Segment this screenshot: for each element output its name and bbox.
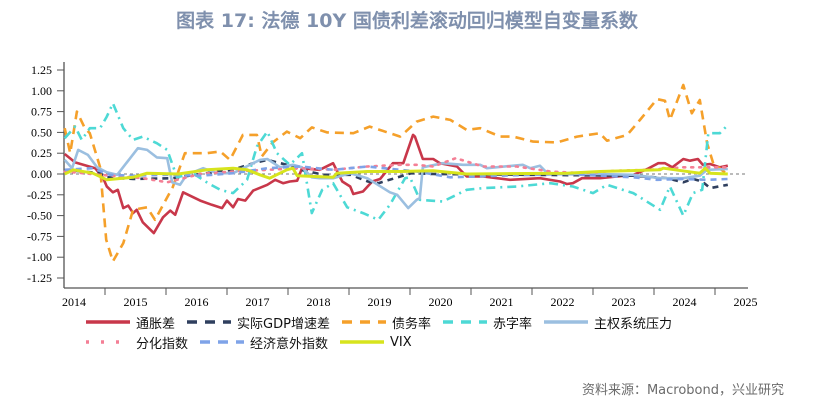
y-tick-label: 1.00 <box>31 84 52 98</box>
series-line-5 <box>63 156 730 184</box>
y-tick-label: -1.25 <box>27 271 52 285</box>
x-tick-label: 2024 <box>673 295 697 309</box>
y-tick-label: 0.75 <box>31 105 52 119</box>
legend-item: 实际GDP增速差 <box>185 312 330 332</box>
y-tick-label: 0.25 <box>31 146 52 160</box>
y-tick-label: -0.25 <box>27 188 52 202</box>
legend: 通胀差 实际GDP增速差 债务率 赤字率 主权系统压力分化指数 经济意外指数 VIX <box>84 312 744 352</box>
legend-item: 债务率 <box>340 312 431 332</box>
x-tick-label: 2020 <box>429 295 453 309</box>
line-chart: 1.25 1.00 0.75 0.50 0.25 0.00 -0.25 -0.50 -0.75 -… <box>27 62 758 309</box>
legend-swatch <box>442 320 487 324</box>
legend-item: 主权系统压力 <box>542 312 672 332</box>
series-line-2 <box>63 83 729 263</box>
legend-swatch <box>86 320 130 324</box>
y-tick-label: 0.00 <box>31 167 52 181</box>
y-tick-label: 0.50 <box>31 125 52 139</box>
legend-label: 主权系统压力 <box>593 316 672 332</box>
legend-label: 经济意外指数 <box>250 336 329 352</box>
legend-item: 经济意外指数 <box>198 332 328 352</box>
legend-item: 通胀差 <box>84 312 175 332</box>
x-tick-label: 2016 <box>185 295 209 309</box>
legend-label: 债务率 <box>391 316 431 332</box>
y-tick-label: -0.50 <box>27 209 52 223</box>
x-tick-label: 2015 <box>124 295 148 309</box>
x-tick-label: 2021 <box>490 295 514 309</box>
series-group <box>63 83 730 263</box>
series-line-0 <box>63 133 729 235</box>
legend-swatch <box>543 320 588 324</box>
x-tick-label: 2025 <box>734 295 758 309</box>
series-line-7 <box>64 166 728 182</box>
legend-item: 赤字率 <box>441 312 532 332</box>
legend-label: 赤字率 <box>492 316 532 332</box>
x-tick-label: 2017 <box>246 295 270 309</box>
legend-swatch <box>340 340 385 344</box>
x-tick-label: 2018 <box>307 295 331 309</box>
y-tick-label: -0.75 <box>27 229 52 243</box>
legend-swatch <box>187 320 232 324</box>
x-tick-label: 2022 <box>551 295 575 309</box>
legend-swatch <box>86 340 130 344</box>
legend-label: 实际GDP增速差 <box>237 316 330 332</box>
legend-label: 通胀差 <box>136 316 176 332</box>
legend-label: 分化指数 <box>136 336 189 352</box>
chart-title: 图表 17: 法德 10Y 国债利差滚动回归模型自变量系数 <box>176 10 638 32</box>
legend-swatch <box>200 340 245 344</box>
legend-item: 分化指数 <box>84 332 188 352</box>
x-tick-label: 2014 <box>62 295 86 309</box>
x-tick-label: 2019 <box>368 295 392 309</box>
legend-label: VIX <box>390 334 412 350</box>
legend-item: VIX <box>338 332 412 352</box>
x-tick-label: 2023 <box>612 295 636 309</box>
series-line-3 <box>63 102 729 222</box>
series-line-1 <box>64 158 729 190</box>
axes: 1.25 1.00 0.75 0.50 0.25 0.00 -0.25 -0.50 -0.75 -… <box>27 62 758 309</box>
y-tick-label: -1.00 <box>27 250 52 264</box>
source-note: 资料来源：Macrobond，兴业研究 <box>581 383 784 398</box>
legend-swatch <box>341 320 386 324</box>
y-tick-label: 1.25 <box>31 63 52 77</box>
